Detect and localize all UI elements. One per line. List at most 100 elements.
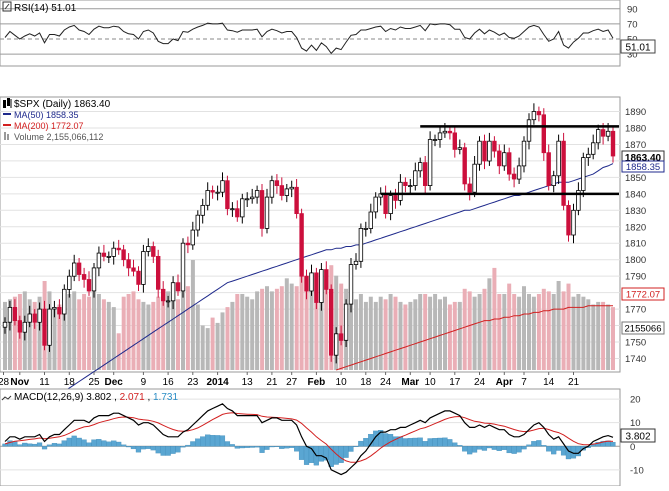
macd-hist-bar bbox=[224, 441, 231, 447]
volume-bar bbox=[52, 307, 57, 370]
volume-bar bbox=[363, 301, 368, 370]
volume-bar bbox=[136, 299, 141, 370]
volume-bar bbox=[269, 291, 274, 370]
macd-hist-bar bbox=[274, 446, 280, 447]
macd-hist-bar bbox=[249, 446, 255, 448]
volume-bar bbox=[438, 299, 442, 370]
candle bbox=[155, 249, 161, 298]
volume-bar bbox=[531, 296, 536, 370]
volume-bar bbox=[37, 296, 42, 370]
volume-bar bbox=[383, 299, 388, 370]
candle bbox=[259, 184, 265, 237]
volume-bar bbox=[200, 325, 205, 370]
candle bbox=[536, 106, 542, 122]
macd-hist-bar bbox=[392, 436, 399, 447]
macd-hist-bar bbox=[27, 443, 33, 447]
macd-hist-bar bbox=[511, 446, 517, 454]
price-tick-label: 1840 bbox=[625, 189, 646, 200]
x-axis-label: 28 bbox=[0, 377, 9, 388]
candle bbox=[393, 188, 398, 209]
volume-bar bbox=[289, 283, 294, 370]
x-axis-label: Dec bbox=[105, 377, 124, 388]
x-axis: 28 Nov 11 18 25 Dec 9 16 23 2014 13 21 27 Feb 10 18 24 Ma… bbox=[0, 372, 579, 388]
candle bbox=[457, 139, 462, 155]
candle bbox=[101, 244, 107, 262]
price-tick-label: 1800 bbox=[625, 255, 646, 266]
x-axis-label: 2014 bbox=[206, 377, 229, 388]
macd-tag-text: 3.802 bbox=[625, 432, 650, 443]
macd-hist-bar bbox=[205, 434, 211, 447]
candle bbox=[417, 157, 423, 178]
macd-hist-bar bbox=[481, 446, 488, 451]
candle bbox=[521, 136, 527, 173]
price-tick-label: 1820 bbox=[625, 222, 646, 233]
volume-legend: Volume 2,155,066,112 bbox=[14, 132, 103, 142]
macd-legend-macd: 3.802 bbox=[86, 392, 111, 403]
candle bbox=[72, 254, 77, 282]
macd-hist-bar bbox=[437, 437, 443, 447]
candle bbox=[368, 203, 373, 234]
candle bbox=[571, 203, 576, 244]
macd-hist-bar bbox=[61, 440, 67, 447]
volume-bar bbox=[67, 294, 72, 370]
macd-hist-bar bbox=[452, 442, 458, 447]
volume-bar bbox=[294, 286, 299, 370]
x-axis-label: 7 bbox=[521, 377, 527, 388]
macd-hist-bar bbox=[560, 446, 567, 456]
macd-hist-bar bbox=[81, 439, 87, 447]
macd-hist-bar bbox=[111, 440, 117, 447]
macd-hist-bar bbox=[32, 443, 38, 447]
rsi-panel: 90705030 51.01 RSI(14) 51.01 bbox=[0, 0, 656, 67]
volume-bar bbox=[87, 296, 92, 370]
candle bbox=[586, 147, 591, 166]
volume-bar bbox=[546, 291, 551, 370]
x-axis-label: 27 bbox=[286, 377, 298, 388]
candle bbox=[180, 238, 186, 298]
volume-bar bbox=[527, 294, 531, 370]
candle bbox=[274, 174, 280, 194]
candle bbox=[12, 299, 18, 326]
rsi-value-tag: 51.01 bbox=[625, 43, 650, 54]
macd-hist-bar bbox=[353, 446, 359, 447]
candle bbox=[7, 300, 13, 331]
macd-histogram bbox=[2, 430, 616, 467]
macd-hist-bar bbox=[447, 439, 453, 447]
candle bbox=[422, 156, 428, 194]
macd-hist-bar bbox=[86, 442, 92, 447]
candle bbox=[57, 299, 62, 319]
macd-hist-bar bbox=[76, 437, 82, 447]
volume-bar bbox=[126, 294, 131, 370]
volume-bar bbox=[571, 296, 576, 370]
candle bbox=[264, 188, 270, 234]
volume-bar bbox=[265, 286, 269, 370]
volume-bar bbox=[220, 312, 225, 370]
macd-hist-bar bbox=[294, 446, 300, 452]
volume-bar bbox=[398, 301, 403, 370]
macd-hist-bar bbox=[180, 446, 186, 448]
x-axis-label: Apr bbox=[496, 377, 513, 388]
volume-bar bbox=[176, 299, 180, 370]
candle bbox=[160, 281, 166, 306]
rsi-icon bbox=[2, 1, 12, 12]
ma200-tag-text: 1772.07 bbox=[626, 290, 660, 301]
candle bbox=[328, 284, 334, 362]
macd-hist-bar bbox=[298, 446, 305, 460]
candle bbox=[591, 134, 596, 160]
volume-bar bbox=[522, 286, 526, 370]
volume-bar bbox=[428, 296, 433, 370]
candle bbox=[610, 126, 616, 163]
macd-hist-bar bbox=[195, 438, 201, 447]
macd-legend-hist: 1.731 bbox=[153, 392, 178, 403]
macd-hist-bar bbox=[303, 446, 310, 465]
volume-bar bbox=[462, 288, 467, 370]
rsi-label: RSI(14) 51.01 bbox=[14, 3, 77, 14]
x-axis-label: 23 bbox=[187, 377, 199, 388]
macd-hist-bar bbox=[71, 435, 77, 447]
macd-hist-bar bbox=[348, 446, 354, 452]
macd-hist-bar bbox=[145, 446, 151, 449]
candle bbox=[284, 184, 289, 203]
volume-bar bbox=[334, 275, 339, 370]
volume-bar bbox=[185, 286, 190, 370]
price-tick-label: 1740 bbox=[625, 354, 646, 365]
candle bbox=[86, 271, 92, 296]
